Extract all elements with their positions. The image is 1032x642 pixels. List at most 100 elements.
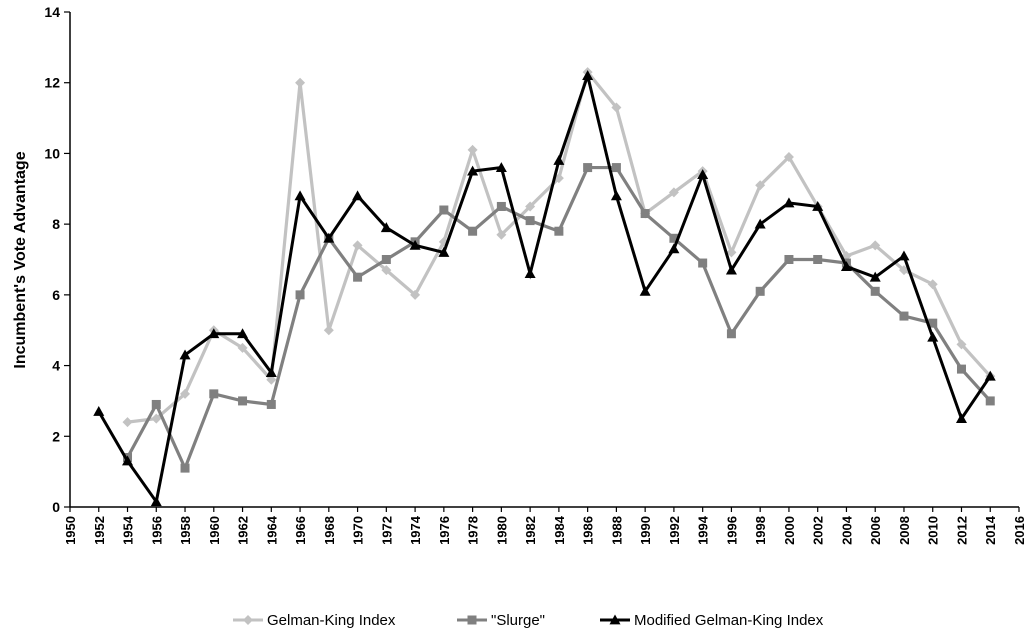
data-point	[898, 250, 910, 261]
data-point	[554, 226, 564, 236]
axes: 0 2 4 6 8 10 12 14 1950 1952 1954 1956 1958 1960 1962 1…	[44, 4, 1027, 545]
data-point	[295, 290, 305, 300]
x-tick-label: 2000	[782, 516, 797, 545]
data-point	[438, 246, 450, 257]
data-point	[266, 374, 277, 385]
data-point	[93, 406, 105, 416]
data-point	[813, 255, 823, 264]
data-point	[467, 144, 478, 155]
legend-marker	[467, 615, 477, 625]
data-point	[323, 232, 335, 243]
series-layer	[93, 67, 996, 507]
data-point	[726, 329, 736, 339]
x-tick-label: 1982	[523, 516, 538, 545]
data-point	[956, 339, 967, 350]
data-point	[840, 261, 852, 271]
data-point	[265, 367, 277, 378]
data-point	[209, 389, 219, 399]
data-point	[439, 205, 449, 215]
data-point	[784, 255, 794, 264]
data-point	[956, 364, 966, 374]
data-point	[180, 388, 191, 399]
legend-label: Gelman-King Index	[267, 612, 396, 629]
series-line	[126, 165, 992, 473]
y-tick-label: 6	[52, 287, 60, 303]
data-point	[841, 250, 852, 261]
series-3	[93, 70, 996, 507]
data-point	[726, 247, 737, 258]
data-point	[353, 272, 363, 282]
data-point	[984, 370, 996, 381]
y-axis-title: Incumbent's Vote Advantage	[12, 151, 29, 368]
data-point	[899, 311, 909, 321]
x-tick-label: 1986	[581, 516, 596, 545]
data-point	[525, 216, 535, 226]
data-point	[928, 318, 938, 328]
data-point	[150, 496, 162, 507]
data-point	[380, 222, 392, 233]
legend-label: "Slurge"	[491, 612, 545, 629]
data-point	[237, 342, 248, 353]
y-tick-label: 10	[44, 145, 60, 161]
legend: Gelman-King Index "Slurge" Modified Gelman…	[233, 612, 824, 629]
data-point	[151, 399, 161, 409]
data-point	[294, 190, 306, 201]
y-tick-label: 0	[52, 499, 60, 515]
data-point	[869, 271, 881, 282]
data-point	[669, 233, 679, 243]
y-tick-label: 8	[52, 216, 60, 232]
x-tick-label: 1978	[466, 516, 481, 545]
series-line	[97, 70, 992, 506]
x-tick-label: 1950	[63, 516, 78, 545]
data-point	[668, 187, 679, 198]
data-point	[151, 413, 162, 424]
data-point	[898, 265, 909, 276]
x-tick-label: 1954	[121, 515, 136, 545]
data-point	[409, 239, 421, 250]
data-point	[783, 197, 795, 208]
data-point	[381, 255, 391, 264]
data-point	[495, 162, 507, 172]
data-point	[698, 258, 708, 268]
data-point	[496, 201, 506, 211]
x-tick-label: 1996	[724, 516, 739, 545]
legend-marker	[609, 614, 621, 625]
data-point	[870, 286, 880, 296]
x-tick-label: 1994	[696, 515, 711, 545]
data-point	[610, 190, 622, 201]
data-point	[754, 218, 766, 229]
x-tick-label: 1970	[351, 516, 366, 545]
data-point	[697, 169, 709, 180]
data-point	[611, 102, 622, 113]
data-point	[725, 264, 737, 275]
data-point	[381, 265, 392, 276]
x-tick-label: 2014	[983, 515, 998, 545]
x-tick-label: 1988	[609, 516, 624, 545]
data-point	[955, 413, 967, 424]
x-tick-label: 1980	[494, 516, 509, 545]
x-tick-label: 2006	[868, 516, 883, 545]
data-point	[179, 349, 191, 360]
x-tick-label: 1960	[207, 516, 222, 545]
data-point	[352, 240, 363, 251]
data-point	[468, 226, 478, 236]
data-point	[295, 77, 306, 88]
y-tick-label: 14	[44, 4, 60, 20]
x-tick-label: 1966	[293, 516, 308, 545]
y-tick-label: 12	[44, 75, 60, 91]
x-tick-label: 2012	[954, 516, 969, 545]
data-point	[524, 268, 536, 279]
x-tick-label: 1956	[149, 516, 164, 545]
data-point	[668, 243, 680, 254]
x-tick-label: 2010	[926, 516, 941, 545]
x-tick-label: 2008	[897, 516, 912, 545]
data-point	[553, 155, 565, 165]
x-tick-label: 1998	[753, 516, 768, 545]
series-2	[123, 163, 995, 473]
x-tick-label: 1962	[236, 516, 251, 545]
legend-label: Modified Gelman-King Index	[634, 612, 824, 629]
data-point	[985, 396, 995, 406]
x-tick-label: 1968	[322, 516, 337, 545]
